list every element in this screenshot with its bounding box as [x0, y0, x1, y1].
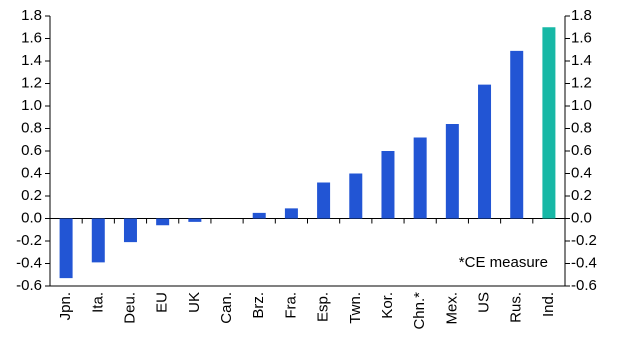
y-tick-label: 0.4: [21, 164, 42, 181]
bar: [59, 218, 73, 279]
y2-tick-label: 0.8: [571, 119, 592, 136]
y2-tick-label: 1.6: [571, 29, 592, 46]
y-tick-label: 1.8: [21, 7, 42, 24]
bar: [252, 212, 266, 219]
x-tick-label: Rus.: [508, 292, 525, 323]
y-tick-label: -0.6: [16, 277, 42, 294]
bar: [91, 218, 105, 263]
y2-tick-label: -0.2: [571, 232, 597, 249]
bar: [156, 218, 170, 226]
bar: [510, 50, 524, 219]
bar: [188, 218, 202, 222]
x-tick-label: Mex.: [443, 292, 460, 325]
x-tick-label: Brz.: [250, 292, 267, 319]
y-tick-label: 0.6: [21, 142, 42, 159]
bar: [317, 182, 331, 219]
bar: [349, 173, 363, 219]
bar: [542, 27, 556, 219]
bar: [381, 151, 395, 219]
x-tick-label: EU: [154, 292, 171, 313]
y2-tick-label: 0.2: [571, 187, 592, 204]
y2-tick-label: 0.4: [571, 164, 592, 181]
x-tick-label: Esp.: [315, 292, 332, 322]
x-tick-label: Twn.: [347, 292, 364, 324]
y2-tick-label: 1.0: [571, 97, 592, 114]
bar: [284, 208, 298, 219]
bar: [445, 124, 459, 219]
y-tick-label: 1.2: [21, 74, 42, 91]
x-tick-label: UK: [186, 292, 203, 313]
y2-tick-label: 1.4: [571, 52, 592, 69]
bar: [478, 84, 492, 219]
x-tick-label: Jpn.: [57, 292, 74, 320]
bar: [413, 137, 427, 219]
y2-tick-label: -0.6: [571, 277, 597, 294]
y-tick-label: 0.8: [21, 119, 42, 136]
y2-tick-label: 1.2: [571, 74, 592, 91]
x-tick-label: Ind.: [540, 292, 557, 317]
x-tick-label: Deu.: [121, 292, 138, 324]
x-tick-label: Kor.: [379, 292, 396, 319]
x-tick-label: Chn.*: [411, 292, 428, 330]
x-tick-label: Can.: [218, 292, 235, 324]
y2-tick-label: -0.4: [571, 254, 597, 271]
y2-tick-label: 0.6: [571, 142, 592, 159]
y2-tick-label: 1.8: [571, 7, 592, 24]
y-tick-label: 0.2: [21, 187, 42, 204]
annotation: *CE measure: [459, 254, 548, 271]
y-tick-label: -0.2: [16, 232, 42, 249]
y-tick-label: 1.4: [21, 52, 42, 69]
y-tick-label: -0.4: [16, 254, 42, 271]
y-tick-label: 1.0: [21, 97, 42, 114]
x-tick-label: Fra.: [282, 292, 299, 319]
y-tick-label: 1.6: [21, 29, 42, 46]
x-tick-label: Ita.: [89, 292, 106, 313]
y2-tick-label: 0.0: [571, 209, 592, 226]
x-tick-label: US: [476, 292, 493, 313]
y-tick-label: 0.0: [21, 209, 42, 226]
bar: [123, 218, 137, 243]
